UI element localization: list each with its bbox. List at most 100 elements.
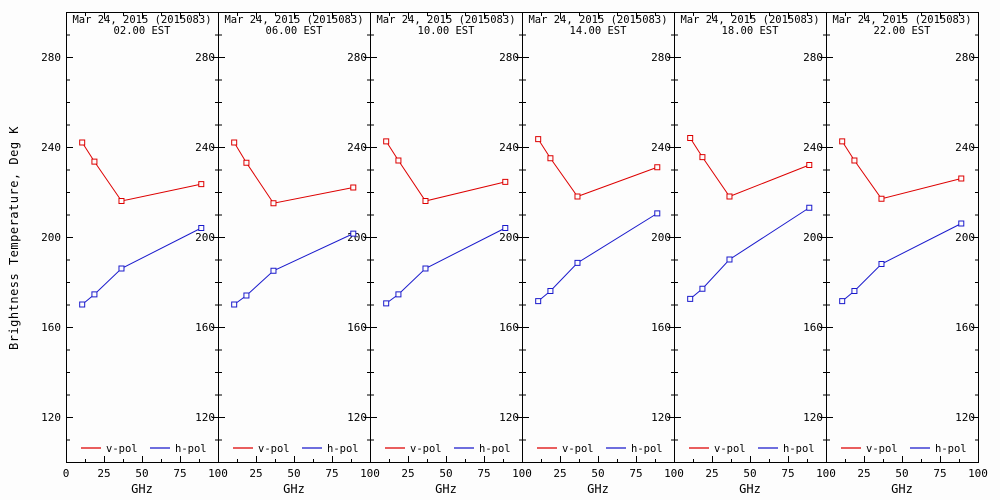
v-pol-marker <box>851 157 858 164</box>
x-tick-label: 100 <box>968 467 988 480</box>
y-tick-label: 280 <box>499 51 519 64</box>
h-pol-marker <box>79 301 86 308</box>
legend-label-vpol: v-pol <box>714 443 746 455</box>
h-pol-line <box>689 207 810 300</box>
y-tick-label: 200 <box>347 231 367 244</box>
panel-title: Mar 24, 2015 (2015083) <box>528 14 667 26</box>
y-tick-label: 120 <box>803 411 823 424</box>
h-pol-marker <box>243 292 250 299</box>
x-axis-unit: GHz <box>283 482 305 496</box>
h-pol-marker <box>422 265 429 272</box>
y-tick-label: 160 <box>651 321 671 334</box>
panel-title: Mar 24, 2015 (2015083) <box>72 14 211 26</box>
v-pol-marker <box>878 195 885 202</box>
v-pol-marker <box>654 164 661 171</box>
panel-title: Mar 24, 2015 (2015083) <box>224 14 363 26</box>
v-pol-marker <box>118 198 125 204</box>
y-tick-label: 240 <box>347 141 367 154</box>
v-pol-marker <box>198 181 205 188</box>
panel: Mar 24, 2015 (2015083)06.00 EST 120 160 200… <box>218 12 380 496</box>
y-tick-label: 200 <box>195 231 215 244</box>
y-axis-tick-label: 120 <box>41 411 61 424</box>
v-pol-marker <box>687 135 694 141</box>
y-tick-label: 160 <box>803 321 823 334</box>
v-pol-marker <box>958 175 965 182</box>
x-tick-label: 75 <box>477 467 490 480</box>
x-tick-label: 25 <box>401 467 414 480</box>
legend-label-hpol: h-pol <box>175 443 207 455</box>
y-axis-tick-label: 280 <box>41 51 61 64</box>
h-pol-marker <box>687 295 694 302</box>
y-tick-label: 120 <box>195 411 215 424</box>
v-pol-marker <box>547 155 554 162</box>
h-pol-marker <box>350 230 357 237</box>
h-pol-marker <box>198 225 205 231</box>
panel: Mar 24, 2015 (2015083)22.00 EST 120 160 200… <box>826 12 988 496</box>
y-tick-label: 120 <box>955 411 975 424</box>
v-pol-marker <box>231 139 238 146</box>
v-pol-marker <box>270 200 277 207</box>
y-tick-label: 240 <box>651 141 671 154</box>
v-pol-line <box>537 138 658 198</box>
legend-label-hpol: h-pol <box>479 443 511 455</box>
y-tick-label: 240 <box>195 141 215 154</box>
h-pol-marker <box>231 301 238 308</box>
y-tick-label: 280 <box>195 51 215 64</box>
x-tick-label: 75 <box>781 467 794 480</box>
y-tick-label: 280 <box>803 51 823 64</box>
x-tick-label: 75 <box>325 467 338 480</box>
v-pol-marker <box>574 193 581 200</box>
x-tick-label: 50 <box>743 467 756 480</box>
panel-subtitle: 02.00 EST <box>114 25 172 37</box>
h-pol-marker <box>118 265 125 272</box>
h-pol-line <box>537 212 658 302</box>
panel-title: Mar 24, 2015 (2015083) <box>680 14 819 26</box>
y-tick-label: 200 <box>955 231 975 244</box>
v-pol-marker <box>806 162 813 168</box>
y-axis-tick-label: 240 <box>41 141 61 154</box>
y-tick-label: 160 <box>499 321 519 334</box>
x-tick-label: 50 <box>439 467 452 480</box>
legend-label-vpol: v-pol <box>410 443 442 455</box>
h-pol-marker <box>535 298 542 305</box>
x-axis-unit: GHz <box>131 482 153 496</box>
x-tick-label: 75 <box>933 467 946 480</box>
v-pol-marker <box>422 198 429 204</box>
h-pol-marker <box>806 204 813 211</box>
y-axis-title: Brightness Temperature, Deg K <box>7 125 21 351</box>
y-tick-label: 280 <box>651 51 671 64</box>
v-pol-marker <box>502 178 509 185</box>
h-pol-line <box>81 227 202 305</box>
panel-subtitle: 14.00 EST <box>570 25 628 37</box>
panel: Mar 24, 2015 (2015083)14.00 EST 120 160 200… <box>522 12 684 496</box>
v-pol-line <box>385 141 506 202</box>
legend-label-vpol: v-pol <box>866 443 898 455</box>
h-pol-marker <box>851 288 858 294</box>
panel-subtitle: 18.00 EST <box>722 25 780 37</box>
x-axis-unit: GHz <box>739 482 761 496</box>
v-pol-line <box>233 142 354 204</box>
y-tick-label: 160 <box>195 321 215 334</box>
y-tick-label: 160 <box>955 321 975 334</box>
panel-subtitle: 22.00 EST <box>874 25 932 37</box>
h-pol-marker <box>654 210 661 217</box>
v-pol-line <box>689 137 810 198</box>
legend-label-hpol: h-pol <box>327 443 359 455</box>
legend-label-hpol: h-pol <box>783 443 815 455</box>
y-tick-label: 200 <box>651 231 671 244</box>
x-axis-unit: GHz <box>587 482 609 496</box>
v-pol-marker <box>839 138 846 145</box>
h-pol-line <box>385 227 506 304</box>
panel: Mar 24, 2015 (2015083)18.00 EST 120 160 200… <box>674 12 836 496</box>
h-pol-marker <box>878 261 885 267</box>
h-pol-line <box>841 223 962 302</box>
x-tick-label: 100 <box>664 467 684 480</box>
x-tick-label: 0 <box>63 467 70 480</box>
x-axis-unit: GHz <box>435 482 457 496</box>
h-pol-marker <box>395 291 402 298</box>
h-pol-marker <box>839 298 846 305</box>
y-tick-label: 160 <box>347 321 367 334</box>
v-pol-marker <box>243 159 250 166</box>
x-tick-label: 25 <box>705 467 718 480</box>
